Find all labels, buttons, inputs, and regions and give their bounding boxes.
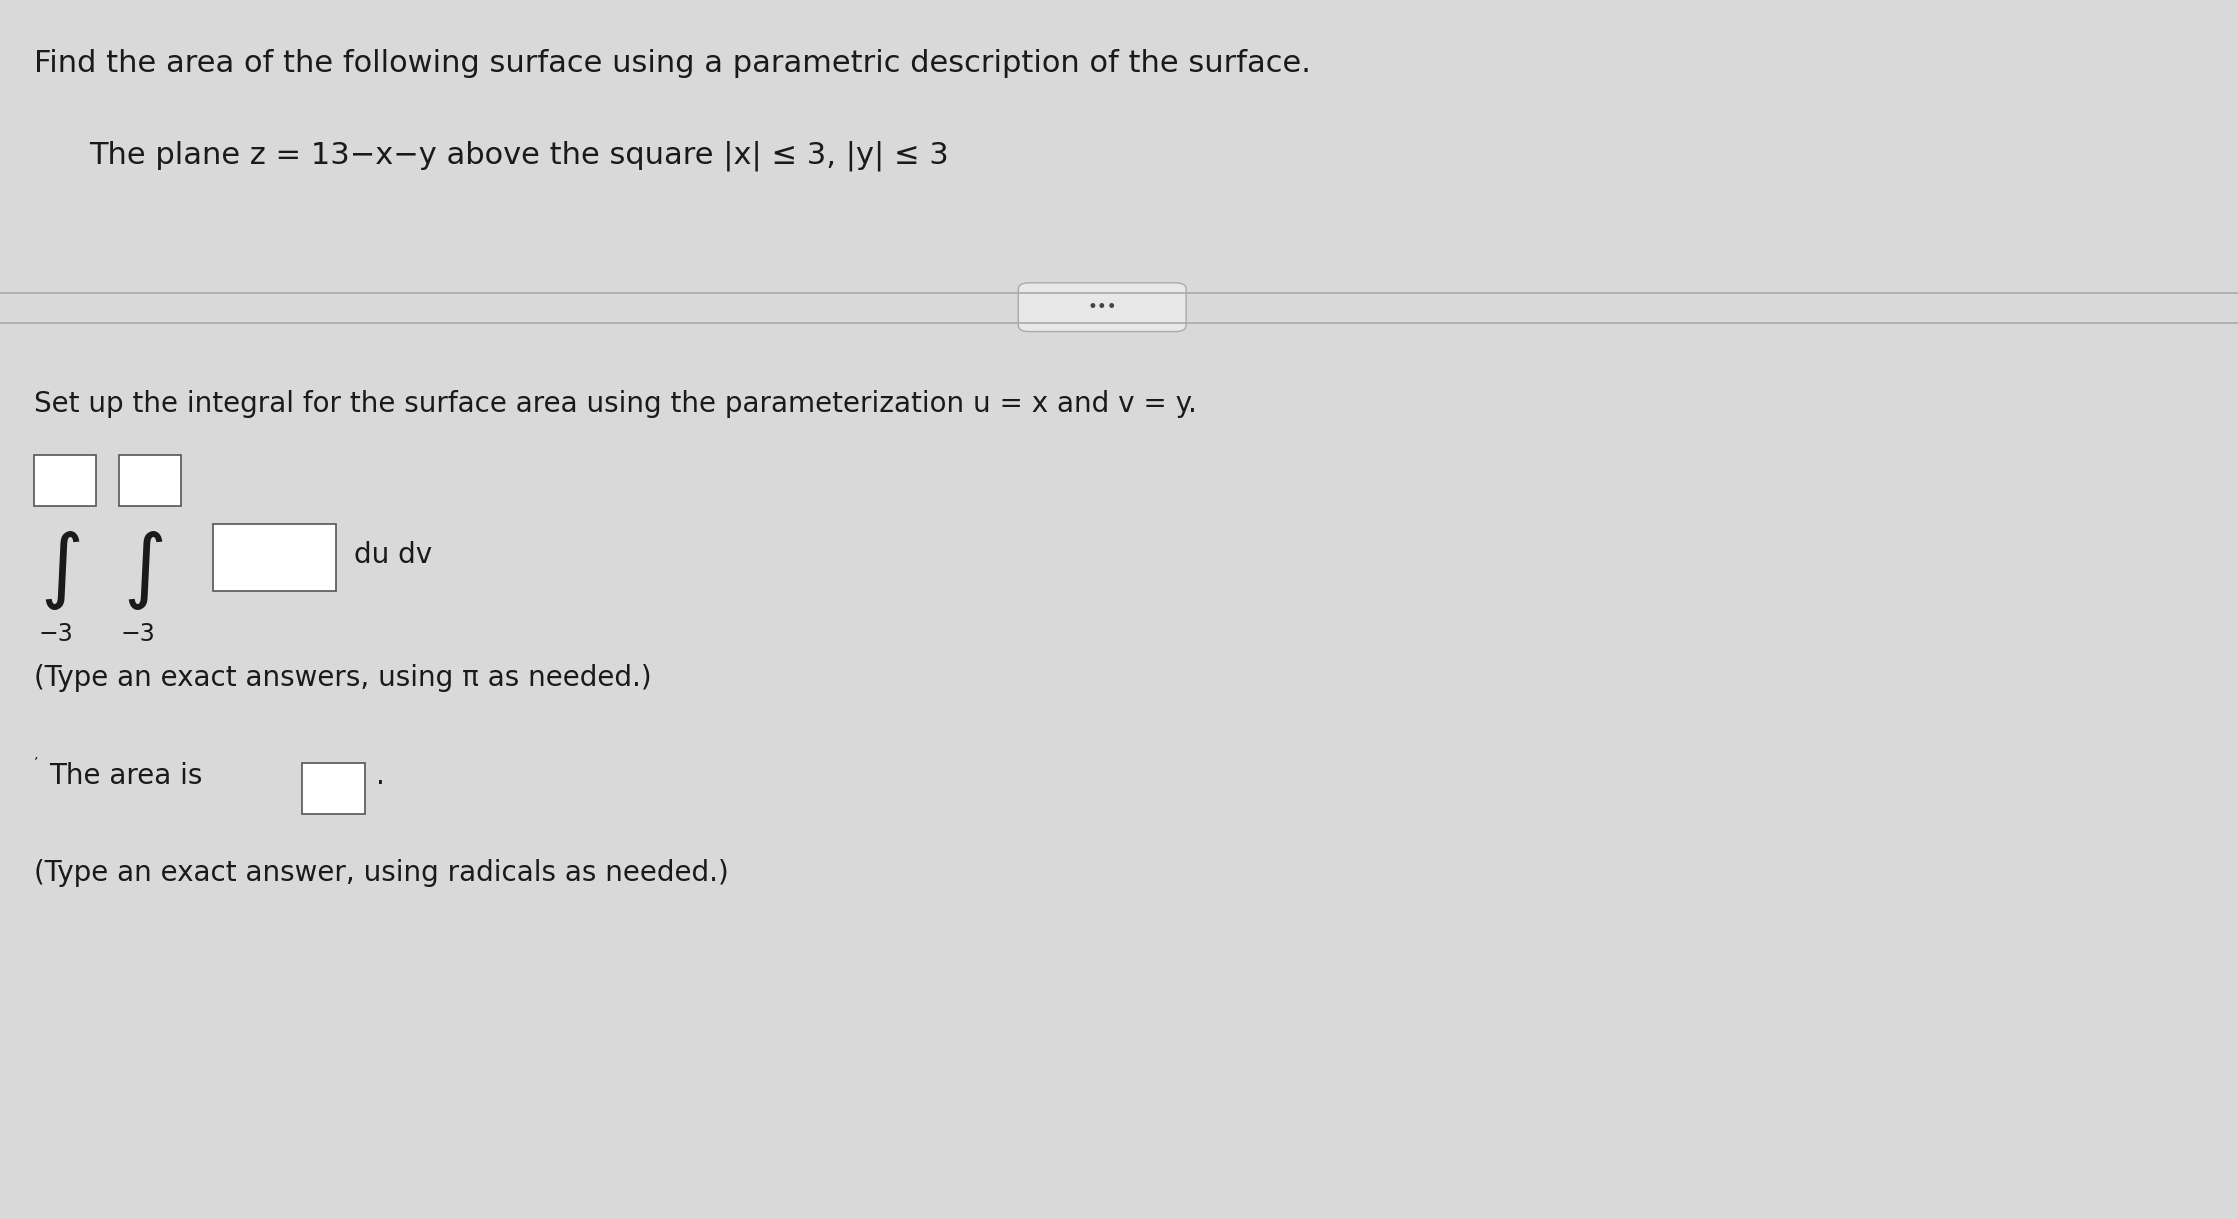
Text: −3: −3 <box>38 622 74 646</box>
FancyBboxPatch shape <box>1018 283 1186 332</box>
Bar <box>213 524 336 591</box>
Text: −3: −3 <box>121 622 157 646</box>
Text: du dv: du dv <box>354 541 432 568</box>
Bar <box>34 455 96 506</box>
Text: The area is: The area is <box>49 762 210 790</box>
Text: •••: ••• <box>1088 299 1117 316</box>
Text: Find the area of the following surface using a parametric description of the sur: Find the area of the following surface u… <box>34 49 1311 78</box>
Text: $\int$: $\int$ <box>123 530 163 612</box>
Text: (Type an exact answer, using radicals as needed.): (Type an exact answer, using radicals as… <box>34 859 727 887</box>
Text: ’: ’ <box>34 756 38 769</box>
Text: Set up the integral for the surface area using the parameterization u = x and v : Set up the integral for the surface area… <box>34 390 1197 418</box>
Text: (Type an exact answers, using π as needed.): (Type an exact answers, using π as neede… <box>34 664 651 692</box>
Text: .: . <box>376 762 385 790</box>
Bar <box>302 763 365 814</box>
Text: $\int$: $\int$ <box>40 530 81 612</box>
Bar <box>119 455 181 506</box>
Text: The plane z = 13−x−y above the square |x| ≤ 3, |y| ≤ 3: The plane z = 13−x−y above the square |x… <box>90 140 949 171</box>
